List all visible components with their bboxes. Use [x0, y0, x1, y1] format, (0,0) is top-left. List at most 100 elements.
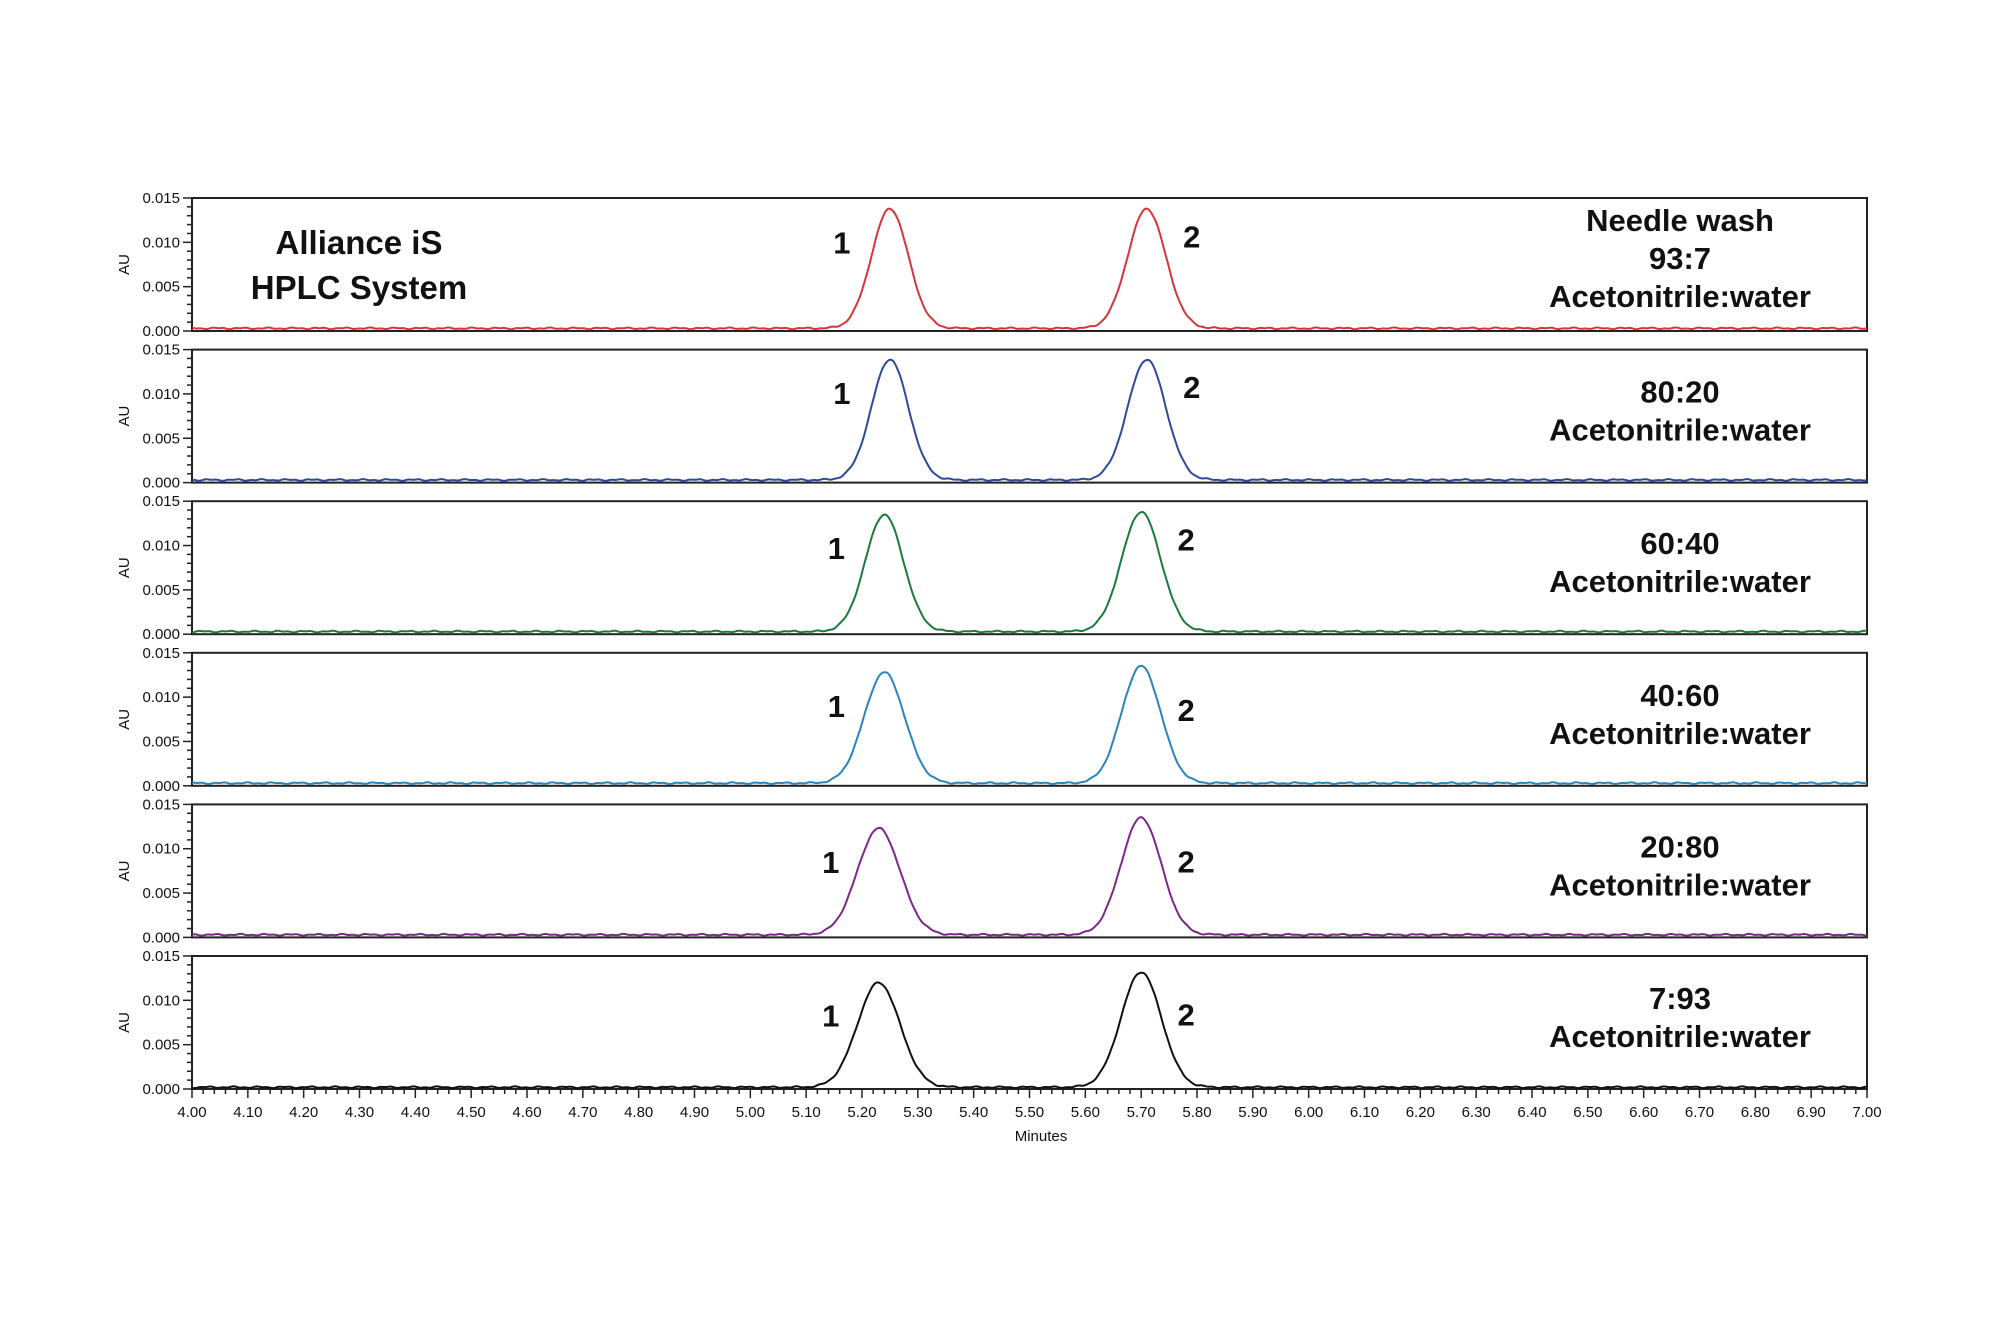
- x-tick-label: 4.20: [289, 1104, 318, 1121]
- x-tick-label: 5.30: [903, 1104, 932, 1121]
- panel-frame: [191, 197, 1868, 332]
- title-line-2: HPLC System: [251, 269, 467, 306]
- x-tick-label: 4.10: [233, 1104, 262, 1121]
- peak-label: 2: [1178, 844, 1195, 879]
- y-tick-label: 0.010: [142, 841, 180, 858]
- x-tick-label: 5.10: [792, 1104, 821, 1121]
- peak-label: 2: [1178, 523, 1195, 558]
- x-axis-title: Minutes: [1015, 1128, 1068, 1145]
- x-tick-label: 6.20: [1406, 1104, 1435, 1121]
- peak-label: 2: [1183, 219, 1200, 254]
- title-line-1: Alliance iS: [276, 224, 443, 261]
- x-tick-label: 5.50: [1015, 1104, 1044, 1121]
- x-tick-label: 6.60: [1629, 1104, 1658, 1121]
- y-tick-label: 0.015: [142, 342, 180, 359]
- x-tick-label: 5.90: [1238, 1104, 1267, 1121]
- condition-label: Needle wash: [1586, 203, 1774, 238]
- y-tick-label: 0.010: [142, 992, 180, 1009]
- chromatogram-panel: 0.000 0.005 0.010 0.015 AU 1 2 80:20Acetonitril…: [116, 342, 1868, 492]
- condition-label: 93:7: [1649, 241, 1711, 276]
- peak-label: 1: [828, 531, 845, 566]
- x-tick-label: 7.00: [1852, 1104, 1881, 1121]
- x-tick-label: 5.60: [1071, 1104, 1100, 1121]
- y-tick-label: 0.000: [142, 475, 180, 492]
- panel-frame: [191, 803, 1868, 939]
- x-tick-label: 5.00: [736, 1104, 765, 1121]
- x-tick-label: 4.80: [624, 1104, 653, 1121]
- x-tick-label: 6.40: [1517, 1104, 1546, 1121]
- y-tick-label: 0.015: [142, 796, 180, 813]
- x-tick-label: 6.80: [1741, 1104, 1770, 1121]
- y-tick-label: 0.010: [142, 689, 180, 706]
- x-tick-label: 4.30: [345, 1104, 374, 1121]
- y-axis-title: AU: [116, 254, 133, 275]
- y-axis-title: AU: [116, 1012, 133, 1033]
- y-axis-title: AU: [116, 709, 133, 730]
- y-tick-label: 0.015: [142, 493, 180, 510]
- condition-label: Acetonitrile:water: [1549, 716, 1811, 751]
- chromatogram-trace: [191, 971, 1867, 1090]
- x-tick-label: 4.60: [512, 1104, 541, 1121]
- condition-label: Acetonitrile:water: [1549, 564, 1811, 599]
- condition-label: Acetonitrile:water: [1549, 279, 1811, 314]
- x-tick-label: 4.40: [401, 1104, 430, 1121]
- y-tick-label: 0.000: [142, 929, 180, 946]
- chromatogram-trace: [192, 664, 1867, 786]
- y-tick-label: 0.005: [142, 885, 180, 902]
- figure-title: Alliance iS HPLC System: [251, 224, 467, 306]
- peak-label: 2: [1178, 998, 1195, 1033]
- y-tick-label: 0.010: [142, 234, 180, 251]
- y-tick-label: 0.000: [142, 1081, 180, 1098]
- panel-frame: [191, 500, 1868, 636]
- x-tick-label: 6.50: [1573, 1104, 1602, 1121]
- panel-frame: [191, 651, 1868, 787]
- x-tick-label: 6.00: [1294, 1104, 1323, 1121]
- x-tick-label: 5.70: [1127, 1104, 1156, 1121]
- x-tick-label: 5.80: [1182, 1104, 1211, 1121]
- y-tick-label: 0.005: [142, 733, 180, 750]
- chromatogram-panel: 0.000 0.005 0.010 0.015 AU 1 2 20:80Acetonitril…: [116, 796, 1868, 946]
- condition-label: 80:20: [1640, 375, 1719, 410]
- condition-label: Acetonitrile:water: [1549, 413, 1811, 448]
- peak-label: 2: [1178, 693, 1195, 728]
- x-tick-label: 4.00: [177, 1104, 206, 1121]
- y-tick-label: 0.005: [142, 279, 180, 296]
- y-tick-label: 0.005: [142, 430, 180, 447]
- y-tick-label: 0.000: [142, 626, 180, 643]
- condition-label: 60:40: [1640, 526, 1719, 561]
- y-tick-label: 0.015: [142, 190, 180, 207]
- y-axis-title: AU: [116, 406, 133, 427]
- peak-label: 1: [822, 998, 839, 1033]
- y-tick-label: 0.015: [142, 948, 180, 965]
- x-tick-label: 6.10: [1350, 1104, 1379, 1121]
- x-tick-label: 4.50: [457, 1104, 486, 1121]
- condition-label: Acetonitrile:water: [1549, 1019, 1811, 1054]
- y-tick-label: 0.015: [142, 645, 180, 662]
- x-tick-label: 6.30: [1462, 1104, 1491, 1121]
- y-tick-label: 0.010: [142, 386, 180, 403]
- x-tick-label: 4.90: [680, 1104, 709, 1121]
- condition-label: Acetonitrile:water: [1549, 867, 1811, 902]
- condition-label: 7:93: [1649, 981, 1711, 1016]
- y-tick-label: 0.010: [142, 538, 180, 555]
- chromatogram-trace: [191, 207, 1867, 331]
- chromatogram-trace: [191, 358, 1868, 482]
- chromatogram-panel: 0.000 0.005 0.010 0.015 AU 1 2 40:60Acetonitril…: [116, 645, 1868, 795]
- y-tick-label: 0.005: [142, 1037, 180, 1054]
- x-tick-label: 5.40: [959, 1104, 988, 1121]
- chromatogram-trace: [192, 510, 1868, 634]
- x-tick-label: 4.70: [568, 1104, 597, 1121]
- peak-label: 1: [833, 225, 850, 260]
- peak-label: 1: [828, 689, 845, 724]
- chromatogram-panel: 0.000 0.005 0.010 0.015 AU 1 2 60:40Acetonitril…: [116, 493, 1868, 643]
- peak-label: 1: [822, 845, 839, 880]
- x-tick-label: 6.70: [1685, 1104, 1714, 1121]
- peak-label: 2: [1183, 370, 1200, 405]
- x-tick-label: 6.90: [1797, 1104, 1826, 1121]
- y-axis-title: AU: [116, 557, 133, 578]
- y-tick-label: 0.000: [142, 323, 180, 340]
